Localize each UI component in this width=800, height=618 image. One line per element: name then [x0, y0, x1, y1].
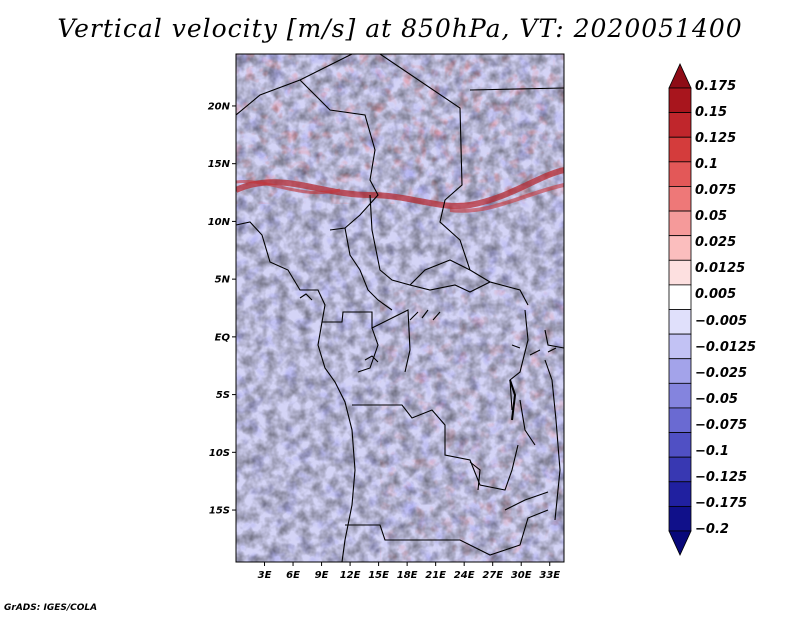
map-frame	[235, 53, 565, 563]
lat-tick-label: EQ	[215, 332, 231, 343]
colorbar-level-label: −0.05	[695, 391, 738, 407]
lon-tick-label: 3E	[258, 570, 272, 581]
colorbar-level-label: −0.175	[695, 495, 748, 511]
colorbar-level-label: 0.005	[695, 287, 737, 303]
colorbar-swatch	[668, 309, 692, 335]
vertical-velocity-field	[236, 54, 564, 562]
colorbar-bottom-arrow	[668, 530, 692, 556]
country-borders	[236, 54, 564, 562]
colorbar-level-label: −0.0125	[695, 339, 757, 355]
lat-tick-label: 20N	[208, 101, 231, 112]
lat-tick-label: 15S	[209, 506, 230, 517]
colorbar-swatch	[668, 284, 692, 310]
chart-title: Vertical velocity [m/s] at 850hPa, VT: 2…	[57, 14, 743, 43]
colorbar-top-arrow	[668, 63, 692, 89]
lon-tick-label: 24E	[454, 570, 475, 581]
lon-tick-label: 27E	[482, 570, 503, 581]
colorbar-level-label: −0.005	[695, 313, 748, 329]
lat-tick-label: 10N	[208, 217, 231, 228]
lon-tick-label: 12E	[340, 570, 361, 581]
colorbar-swatch	[668, 505, 692, 532]
colorbar-swatch	[668, 358, 692, 384]
lat-tick-label: 5S	[216, 390, 230, 401]
colorbar-level-label: 0.075	[695, 183, 737, 199]
colorbar-swatch	[668, 333, 692, 360]
colorbar-swatch	[668, 112, 692, 138]
lon-tick-label: 18E	[397, 570, 418, 581]
colorbar-level-label: 0.05	[695, 209, 728, 225]
colorbar-level-label: 0.025	[695, 235, 737, 251]
lon-tick-label: 30E	[511, 570, 532, 581]
colorbar-level-label: 0.15	[695, 105, 728, 121]
grads-credit: GrADS: IGES/COLA	[4, 603, 98, 613]
lat-tick-label: 10S	[209, 448, 230, 459]
colorbar-swatch	[668, 235, 692, 261]
lon-tick-label: 6E	[286, 570, 300, 581]
colorbar-level-label: −0.2	[695, 522, 729, 537]
colorbar-level-label: −0.1	[695, 443, 729, 459]
colorbar-level-label: −0.075	[695, 417, 748, 433]
lon-tick-label: 9E	[315, 570, 329, 581]
lat-tick-label: 5N	[215, 275, 231, 286]
lat-tick-label: 15N	[208, 159, 231, 170]
lon-tick-label: 21E	[425, 570, 446, 581]
colorbar-swatch	[668, 186, 692, 212]
colorbar-swatch	[668, 136, 692, 163]
colorbar-level-label: −0.025	[695, 365, 748, 381]
colorbar-swatch	[668, 87, 692, 114]
colorbar-swatch	[668, 432, 692, 458]
colorbar-swatch	[668, 210, 692, 237]
colorbar-swatch	[668, 382, 692, 409]
colorbar-level-label: −0.125	[695, 469, 748, 485]
colorbar-swatch	[668, 259, 692, 286]
colorbar-level-label: 0.0125	[695, 261, 746, 277]
colorbar-level-label: 0.125	[695, 131, 737, 147]
colorbar-swatch	[668, 456, 692, 483]
lon-tick-label: 33E	[539, 570, 560, 581]
colorbar-swatch	[668, 481, 692, 507]
lon-tick-label: 15E	[368, 570, 389, 581]
colorbar-level-label: 0.1	[695, 157, 719, 173]
colorbar-swatch	[668, 407, 692, 433]
colorbar-level-label: 0.175	[695, 79, 737, 94]
colorbar-swatch	[668, 161, 692, 187]
